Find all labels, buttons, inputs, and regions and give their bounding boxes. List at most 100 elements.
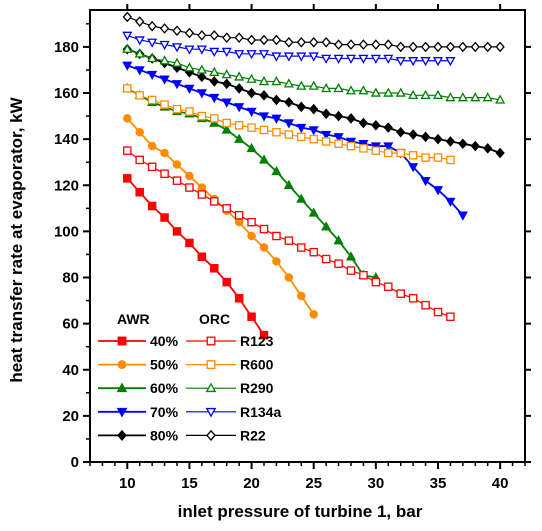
data-point [297,243,306,252]
data-point [297,291,306,301]
legend-label: 40% [150,333,179,349]
plot-area [89,9,526,463]
data-point [258,50,270,60]
data-point [160,148,169,158]
data-point [445,41,456,53]
data-point [309,36,319,48]
data-point [457,92,468,102]
x-axis-label: inlet pressure of turbine 1, bar [178,502,423,521]
data-point [159,40,170,51]
data-point [371,119,381,131]
data-point [408,294,418,303]
data-point [421,300,430,310]
data-point [147,201,157,211]
data-point [147,70,158,81]
data-point [296,80,307,90]
data-point [457,211,468,221]
data-point [147,162,157,172]
series-r134a [122,31,456,67]
data-point [258,76,270,86]
data-point [123,174,132,183]
data-point [421,153,430,162]
data-point [209,47,220,57]
data-point [333,133,344,143]
legend-label: R600 [240,357,274,373]
data-point [358,54,369,64]
data-point [284,236,294,245]
data-point [384,282,393,291]
data-point [333,54,344,64]
data-point [308,207,319,217]
data-point [296,193,307,203]
data-point [234,121,244,130]
data-point [358,39,369,50]
data-point [247,217,256,227]
data-point [258,112,270,122]
y-tick-label: 100 [54,223,79,240]
data-point [408,129,418,140]
data-point [123,84,132,93]
data-point [271,52,282,62]
data-point [135,155,144,165]
legend-marker [116,382,128,393]
data-point [383,87,394,97]
data-point [172,227,182,236]
data-point [396,41,406,53]
data-point [259,243,269,252]
data-point [122,61,133,71]
data-point [210,264,219,273]
legend-label: R123 [240,333,274,349]
data-point [222,78,232,90]
legend-marker [205,407,217,418]
data-point [346,141,356,151]
data-point [483,143,493,154]
data-point [408,163,419,173]
legend-marker [117,336,127,346]
data-point [160,100,169,109]
data-point [321,54,332,64]
data-point [483,41,493,53]
data-point [222,277,231,287]
x-tick-label: 25 [305,475,322,492]
data-point [135,187,144,197]
data-point [247,123,256,132]
y-tick-label: 80 [62,270,79,287]
data-point [333,110,344,122]
data-point [172,104,182,114]
data-point [122,11,132,23]
data-point [283,52,294,62]
data-point [495,94,506,104]
data-point [172,25,182,37]
y-tick-label: 140 [54,131,79,148]
data-point [433,153,443,162]
data-point [482,92,493,102]
data-point [433,41,443,53]
legend-label: 70% [150,404,179,420]
data-point [185,171,194,181]
data-point [433,133,443,145]
data-point [296,36,306,48]
data-point [396,148,405,158]
data-point [197,71,207,83]
data-point [134,66,145,76]
series-r22 [122,11,505,53]
data-point [359,144,368,153]
data-point [221,124,232,134]
data-point [433,307,443,317]
data-point [234,83,244,94]
series-r600 [123,84,455,165]
legend-marker [206,360,216,370]
data-point [172,176,182,185]
data-point [432,89,444,100]
series-70-pct [122,61,468,221]
data-point [309,134,318,144]
series-80-pct [122,43,505,159]
data-point [408,57,419,67]
data-point [221,47,232,57]
data-point [210,114,219,123]
y-tick-label: 0 [71,454,79,471]
data-point [458,138,468,150]
data-point [122,43,133,53]
data-point [395,87,406,97]
